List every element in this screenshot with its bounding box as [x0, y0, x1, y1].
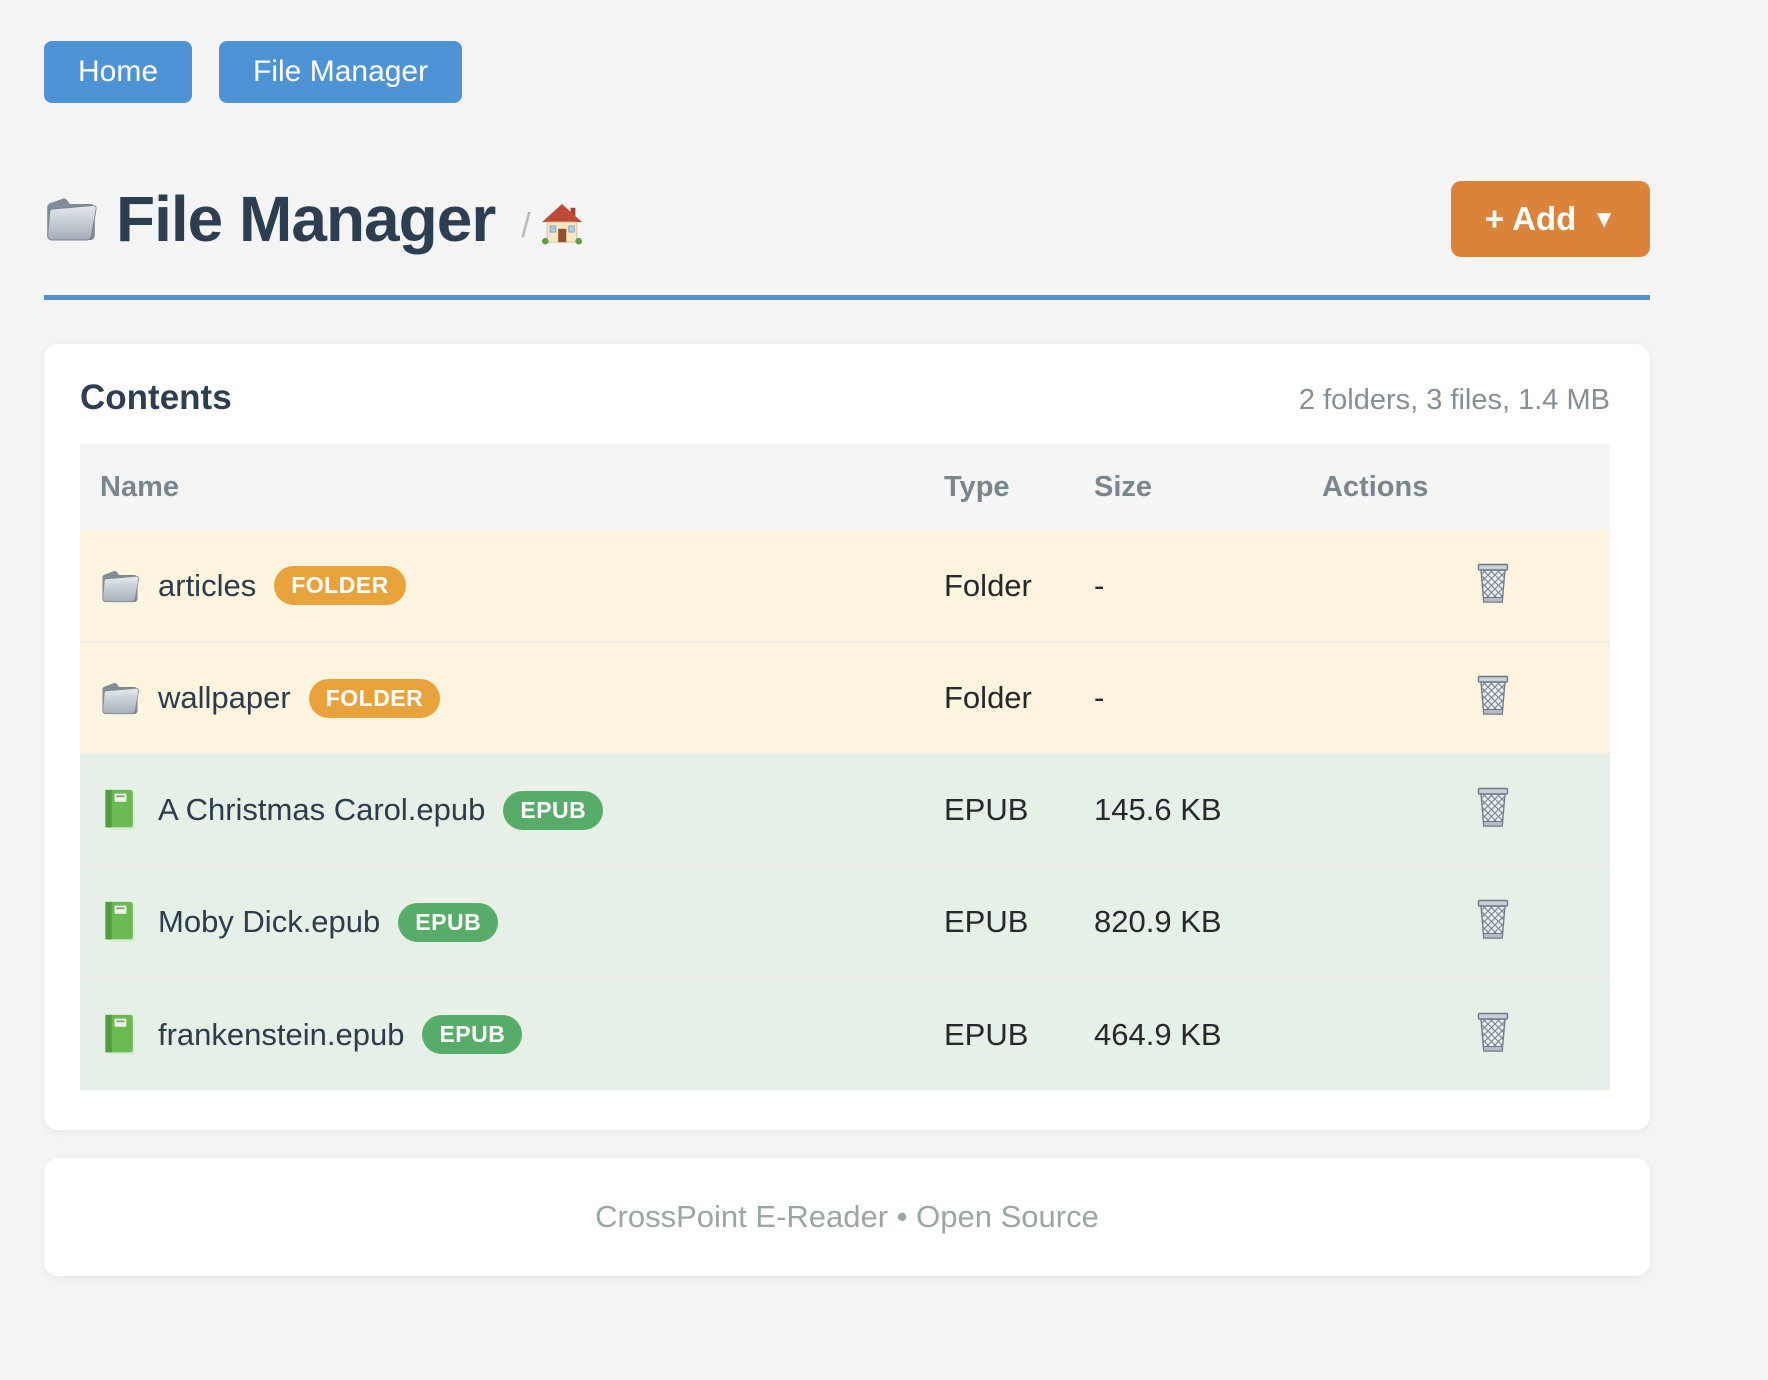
add-button[interactable]: + Add ▼ — [1450, 181, 1650, 257]
footer: CrossPoint E-Reader • Open Source — [44, 1158, 1650, 1276]
file-name: articles — [158, 567, 257, 603]
breadcrumb-separator: / — [521, 206, 531, 245]
delete-button[interactable] — [1474, 1010, 1514, 1052]
wastebasket-icon — [1474, 897, 1514, 939]
type-badge: EPUB — [398, 902, 499, 942]
house-icon[interactable] — [541, 203, 583, 245]
contents-card: Contents 2 folders, 3 files, 1.4 MB Name… — [44, 344, 1650, 1130]
green-book-icon — [100, 901, 140, 943]
size-cell: - — [1088, 530, 1322, 642]
page-header: File Manager / + Add ▼ — [44, 181, 1650, 257]
size-cell: - — [1088, 641, 1322, 754]
file-name: Moby Dick.epub — [158, 904, 381, 939]
home-button[interactable]: Home — [44, 41, 193, 103]
file-name: wallpaper — [158, 680, 291, 715]
delete-button[interactable] — [1474, 673, 1514, 715]
type-cell: EPUB — [936, 865, 1088, 978]
page-title: File Manager — [116, 183, 496, 255]
table-header-row: Name Type Size Actions — [80, 444, 1610, 530]
type-badge: EPUB — [503, 790, 604, 830]
folder-icon — [100, 565, 140, 607]
type-badge: EPUB — [422, 1015, 523, 1054]
file-name: A Christmas Carol.epub — [158, 792, 486, 827]
add-button-label: + Add — [1484, 200, 1577, 237]
column-header-name: Name — [80, 444, 936, 530]
size-cell: 145.6 KB — [1088, 753, 1322, 866]
file-manager-page: Home File Manager File Manager / + Add ▼ — [44, 41, 1650, 1276]
type-cell: EPUB — [936, 753, 1088, 866]
type-cell: Folder — [936, 641, 1088, 754]
wastebasket-icon — [1474, 1010, 1514, 1052]
table-row: articles FOLDER Folder - — [80, 530, 1610, 642]
wastebasket-icon — [1474, 561, 1514, 603]
file-name: frankenstein.epub — [158, 1016, 405, 1052]
green-book-icon — [100, 1014, 140, 1056]
table-row: Moby Dick.epub EPUB EPUB 820.9 KB — [80, 865, 1610, 978]
delete-button[interactable] — [1474, 561, 1514, 603]
type-cell: EPUB — [936, 977, 1088, 1090]
caret-down-icon: ▼ — [1592, 206, 1616, 233]
column-header-type: Type — [936, 444, 1088, 530]
file-manager-button[interactable]: File Manager — [219, 41, 463, 103]
type-cell: Folder — [936, 530, 1088, 642]
column-header-actions: Actions — [1322, 444, 1610, 530]
title-divider — [44, 295, 1650, 300]
table-row: frankenstein.epub EPUB EPUB 464.9 KB — [80, 977, 1610, 1090]
size-cell: 820.9 KB — [1088, 865, 1322, 978]
top-nav: Home File Manager — [44, 41, 1650, 103]
size-cell: 464.9 KB — [1088, 977, 1322, 1090]
contents-table-body: articles FOLDER Folder - — [80, 530, 1610, 1090]
type-badge: FOLDER — [308, 678, 441, 718]
type-badge: FOLDER — [274, 566, 406, 605]
contents-title: Contents — [80, 378, 232, 417]
table-row: wallpaper FOLDER Folder - — [80, 641, 1610, 754]
green-book-icon — [100, 789, 140, 831]
table-row: A Christmas Carol.epub EPUB EPUB 145.6 K… — [80, 753, 1610, 866]
folder-icon — [100, 677, 140, 719]
delete-button[interactable] — [1474, 897, 1514, 939]
wastebasket-icon — [1474, 673, 1514, 715]
column-header-size: Size — [1088, 444, 1322, 530]
footer-text: CrossPoint E-Reader • Open Source — [595, 1199, 1099, 1234]
contents-table: Name Type Size Actions articles FOLDER — [80, 444, 1610, 1090]
delete-button[interactable] — [1474, 785, 1514, 827]
folder-icon — [44, 195, 98, 243]
wastebasket-icon — [1474, 785, 1514, 827]
contents-summary: 2 folders, 3 files, 1.4 MB — [1298, 384, 1610, 416]
